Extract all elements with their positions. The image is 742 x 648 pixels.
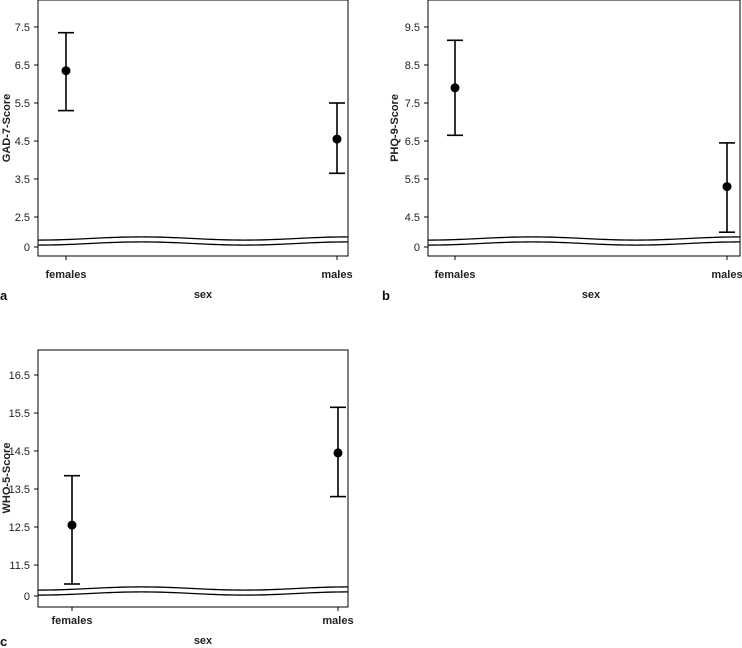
y-tick-group: 0 2.5 3.5 4.5 5.5 6.5 7.5 [15, 22, 38, 254]
y-tick-label: 5.5 [405, 174, 420, 186]
panel-label: c [0, 634, 7, 648]
axis-break-wave [427, 236, 741, 246]
panel-a: 0 2.5 3.5 4.5 5.5 6.5 7.5 females males GAD-7-S… [0, 0, 353, 303]
axis-break-wave [37, 236, 349, 246]
data-marks [447, 39, 735, 233]
y-axis-label: WHO-5-Score [1, 443, 13, 514]
plot-frame [37, 349, 349, 608]
mean-point [722, 182, 732, 192]
y-tick-label: 14.5 [9, 446, 30, 458]
x-tick-label: females [52, 615, 93, 627]
y-tick-label: 7.5 [405, 98, 420, 110]
y-tick-label: 13.5 [9, 484, 30, 496]
break-line-upper [427, 236, 741, 241]
mean-point [67, 520, 77, 530]
y-axis-label: GAD-7-Score [1, 94, 13, 162]
panel-c: 0 11.5 12.5 13.5 14.5 15.5 16.5 females males W… [0, 349, 354, 648]
mean-point [61, 66, 71, 76]
break-line-upper [37, 586, 349, 591]
break-line-lower [37, 241, 349, 246]
x-tick-label: males [321, 269, 352, 281]
y-axis-label: PHQ-9-Score [389, 94, 401, 162]
x-tick-group: females males [46, 256, 353, 281]
y-tick-label: 6.5 [405, 136, 420, 148]
x-axis-label: sex [582, 289, 601, 301]
y-tick-label: 16.5 [9, 370, 30, 382]
y-tick-label: 0 [414, 242, 420, 254]
mean-point [333, 448, 343, 458]
y-tick-label: 6.5 [15, 60, 30, 72]
y-tick-group: 0 4.5 5.5 6.5 7.5 8.5 9.5 [405, 22, 428, 254]
x-axis-label: sex [194, 635, 213, 647]
plot-frame [427, 0, 741, 257]
y-tick-label: 3.5 [15, 174, 30, 186]
y-tick-label: 2.5 [15, 212, 30, 224]
axis-break-wave [37, 586, 349, 596]
x-tick-label: males [711, 269, 742, 281]
panel-label: a [0, 288, 8, 303]
y-tick-label: 15.5 [9, 408, 30, 420]
x-tick-group: females males [435, 256, 742, 281]
y-tick-label: 0 [24, 242, 30, 254]
y-tick-label: 0 [24, 591, 30, 603]
y-tick-label: 4.5 [405, 212, 420, 224]
data-marks [64, 406, 346, 585]
y-tick-group: 0 11.5 12.5 13.5 14.5 15.5 16.5 [9, 370, 38, 603]
mean-point [450, 83, 460, 93]
y-tick-label: 4.5 [15, 136, 30, 148]
break-line-lower [427, 241, 741, 246]
panel-b: 0 4.5 5.5 6.5 7.5 8.5 9.5 females males PHQ-9-S… [382, 0, 742, 303]
data-marks [58, 31, 345, 175]
y-tick-label: 12.5 [9, 522, 30, 534]
x-axis-label: sex [194, 289, 213, 301]
y-tick-label: 7.5 [15, 22, 30, 34]
x-tick-group: females males [52, 607, 354, 627]
break-line-lower [37, 591, 349, 596]
panel-label: b [382, 288, 390, 303]
y-tick-label: 8.5 [405, 60, 420, 72]
plot-frame [37, 0, 349, 257]
x-tick-label: females [46, 269, 87, 281]
x-tick-label: females [435, 269, 476, 281]
y-tick-label: 5.5 [15, 98, 30, 110]
break-line-upper [37, 236, 349, 241]
y-tick-label: 11.5 [9, 560, 30, 572]
x-tick-label: males [322, 615, 353, 627]
y-tick-label: 9.5 [405, 22, 420, 34]
mean-point [332, 134, 342, 144]
